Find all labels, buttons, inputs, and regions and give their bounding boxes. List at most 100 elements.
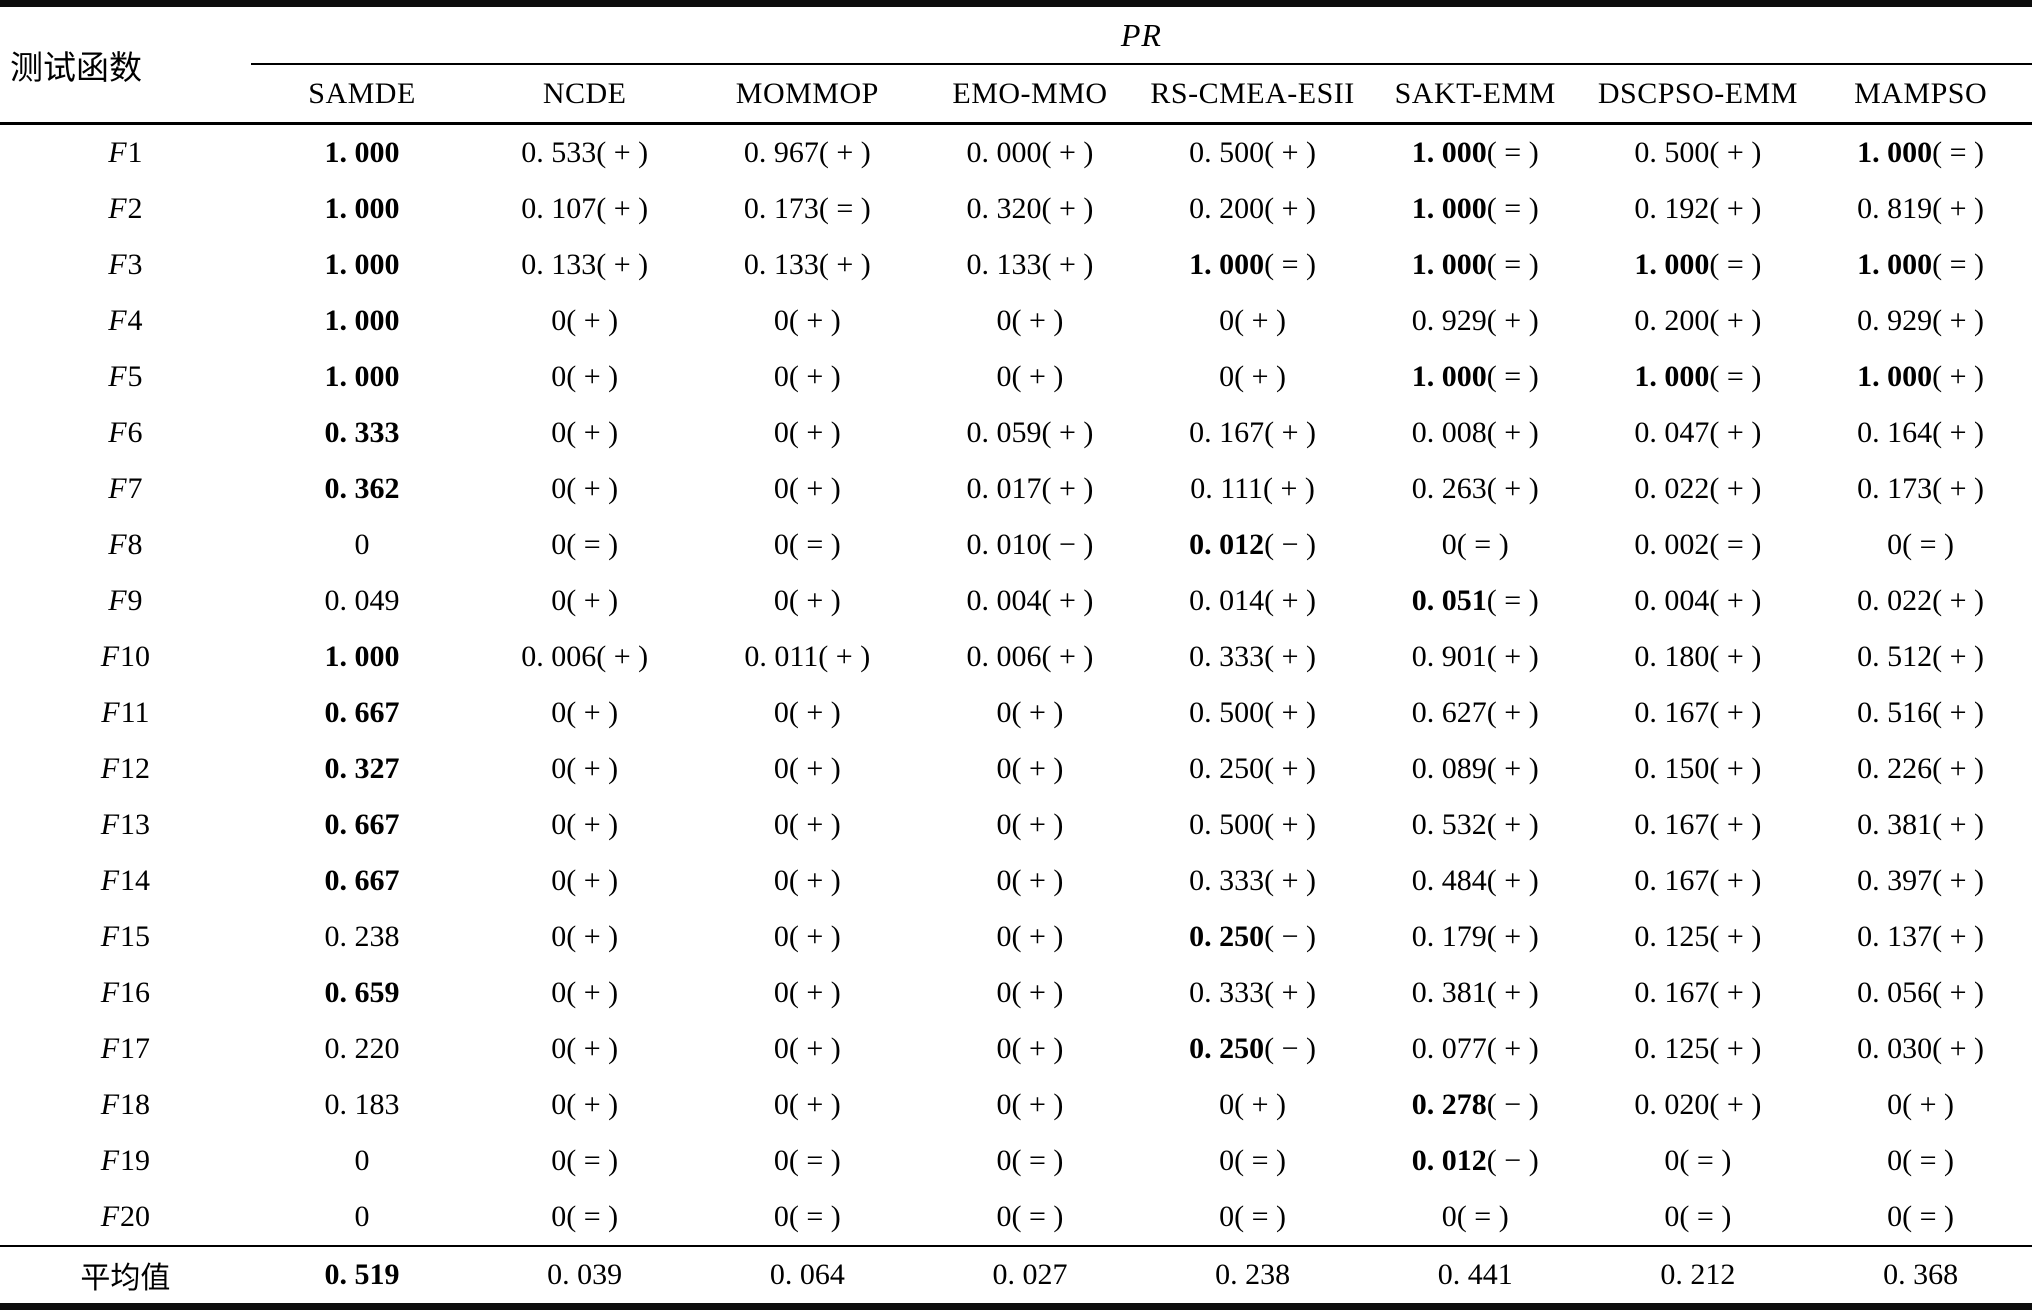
column-header-ncde: NCDE (473, 64, 696, 125)
row-label: F15 (100, 920, 151, 953)
table-cell: 0( = ) (1887, 528, 1955, 561)
table-cell: 0( + ) (773, 360, 841, 393)
table-cell: 0. 167( + ) (1634, 808, 1762, 841)
table-row: F16 0. 659 0( + ) 0( + ) 0( + ) 0. 333( + ) 0.… (0, 965, 2032, 1021)
table-cell: 0( = ) (1219, 1200, 1287, 1233)
table-cell: 0. 051( = ) (1411, 584, 1539, 617)
table-cell: 0( + ) (551, 416, 619, 449)
table-cell: 0. 137( + ) (1857, 920, 1985, 953)
table-cell: 0. 519 (250, 1245, 474, 1307)
table-cell: 0. 004( + ) (966, 584, 1094, 617)
table-cell: 0. 532( + ) (1411, 808, 1539, 841)
row-label: F14 (100, 864, 151, 897)
table-cell: 0( + ) (551, 864, 619, 897)
table-cell: 0( + ) (773, 584, 841, 617)
table-row: F8 0 0( = ) 0( = ) 0. 010( − ) 0. 012( − ) 0( … (0, 517, 2032, 573)
table-cell: 0. 047( + ) (1634, 416, 1762, 449)
row-label: F13 (100, 808, 151, 841)
table-cell: 0. 667 (324, 808, 400, 841)
row-label: 平均值 (0, 1245, 251, 1307)
table-cell: 0. 238 (324, 920, 400, 953)
row-label: F11 (101, 696, 150, 729)
table-cell: 0( = ) (1219, 1144, 1287, 1177)
table-cell: 1. 000 (324, 248, 400, 281)
table-cell: 0( + ) (996, 696, 1064, 729)
table-cell: 0( + ) (551, 976, 619, 1009)
table-cell: 0. 484( + ) (1411, 864, 1539, 897)
table-cell: 0. 500( + ) (1189, 808, 1317, 841)
table-cell: 0. 150( + ) (1634, 752, 1762, 785)
column-header-emo-mmo: EMO-MMO (918, 64, 1142, 125)
table-cell: 0( + ) (996, 920, 1064, 953)
table-cell: 0. 089( + ) (1411, 752, 1539, 785)
table-cell: 0. 500( + ) (1189, 696, 1317, 729)
table-cell: 0. 022( + ) (1857, 584, 1985, 617)
table-cell: 0. 056( + ) (1857, 976, 1985, 1009)
row-label: F5 (108, 360, 143, 393)
table-cell: 0. 667 (324, 864, 400, 897)
table-cell: 0. 250( − ) (1189, 1032, 1317, 1065)
row-label: F19 (100, 1144, 151, 1177)
column-header-samde: SAMDE (250, 64, 474, 125)
table-cell: 0( = ) (996, 1200, 1064, 1233)
table-cell: 0. 008( + ) (1411, 416, 1539, 449)
table-cell: 0. 533( + ) (521, 136, 649, 169)
table-row: F20 0 0( = ) 0( = ) 0( = ) 0( = ) 0( = ) 0( = )… (0, 1189, 2032, 1246)
table-cell: 0( + ) (773, 976, 841, 1009)
table-cell: 0( = ) (996, 1144, 1064, 1177)
table-cell: 1. 000 (324, 192, 400, 225)
table-cell: 0. 333( + ) (1189, 976, 1317, 1009)
table-body: F1 1. 000 0. 533( + ) 0. 967( + ) 0. 000( + … (0, 124, 2032, 1307)
table-cell: 0( + ) (996, 752, 1064, 785)
table-cell: 0. 381( + ) (1857, 808, 1985, 841)
table-cell: 0. 441 (1363, 1245, 1587, 1307)
row-label: F6 (108, 416, 143, 449)
table-cell: 0. 516( + ) (1857, 696, 1985, 729)
table-cell: 0. 107( + ) (521, 192, 649, 225)
table-cell: 0. 017( + ) (966, 472, 1094, 505)
table-cell: 0. 167( + ) (1634, 696, 1762, 729)
table-cell: 0. 333 (324, 416, 400, 449)
table-cell: 1. 000( = ) (1857, 248, 1985, 281)
table-row: F18 0. 183 0( + ) 0( + ) 0( + ) 0( + ) 0. 278(… (0, 1077, 2032, 1133)
table-cell: 0. 819( + ) (1857, 192, 1985, 225)
table-cell: 0. 010( − ) (966, 528, 1094, 561)
table-row: F13 0. 667 0( + ) 0( + ) 0( + ) 0. 500( + ) 0.… (0, 797, 2032, 853)
table-cell: 0. 212 (1586, 1245, 1810, 1307)
table-cell: 0( = ) (1441, 1200, 1509, 1233)
table-cell: 0 (354, 1144, 370, 1177)
column-header-rs-cmea-esii: RS-CMEA-ESII (1141, 64, 1364, 125)
table-cell: 0 (354, 528, 370, 561)
table-cell: 0. 333( + ) (1189, 864, 1317, 897)
table-cell: 0( + ) (773, 696, 841, 729)
table-cell: 0( + ) (996, 976, 1064, 1009)
table-cell: 0( + ) (996, 304, 1064, 337)
table-cell: 0( = ) (1664, 1200, 1732, 1233)
table-row: F2 1. 000 0. 107( + ) 0. 173( = ) 0. 320( + … (0, 181, 2032, 237)
table-cell: 0( + ) (551, 752, 619, 785)
table-row: F9 0. 049 0( + ) 0( + ) 0. 004( + ) 0. 014( +… (0, 573, 2032, 629)
table-cell: 0( = ) (773, 1144, 841, 1177)
table-cell: 0. 929( + ) (1857, 304, 1985, 337)
table-cell: 1. 000( = ) (1411, 248, 1539, 281)
table-cell: 0. 020( + ) (1634, 1088, 1762, 1121)
table-cell: 0. 012( − ) (1411, 1144, 1539, 1177)
table-cell: 0. 200( + ) (1634, 304, 1762, 337)
table-cell: 1. 000( = ) (1411, 136, 1539, 169)
table-cell: 0. 368 (1809, 1245, 2032, 1307)
table-cell: 0. 327 (324, 752, 400, 785)
row-label: F9 (108, 584, 143, 617)
table-cell: 0( = ) (551, 1200, 619, 1233)
table-cell: 0( = ) (551, 1144, 619, 1177)
table-cell: 0( + ) (551, 920, 619, 953)
table-cell: 0( + ) (996, 808, 1064, 841)
table-cell: 0( + ) (1219, 304, 1287, 337)
table-cell: 0. 049 (324, 584, 400, 617)
row-label: F12 (100, 752, 151, 785)
table-cell: 0. 200( + ) (1189, 192, 1317, 225)
table-cell: 0( = ) (1441, 528, 1509, 561)
table-cell: 0. 967( + ) (743, 136, 871, 169)
row-label: F18 (100, 1088, 151, 1121)
table-cell: 1. 000( = ) (1411, 360, 1539, 393)
table-cell: 0. 173( = ) (743, 192, 871, 225)
